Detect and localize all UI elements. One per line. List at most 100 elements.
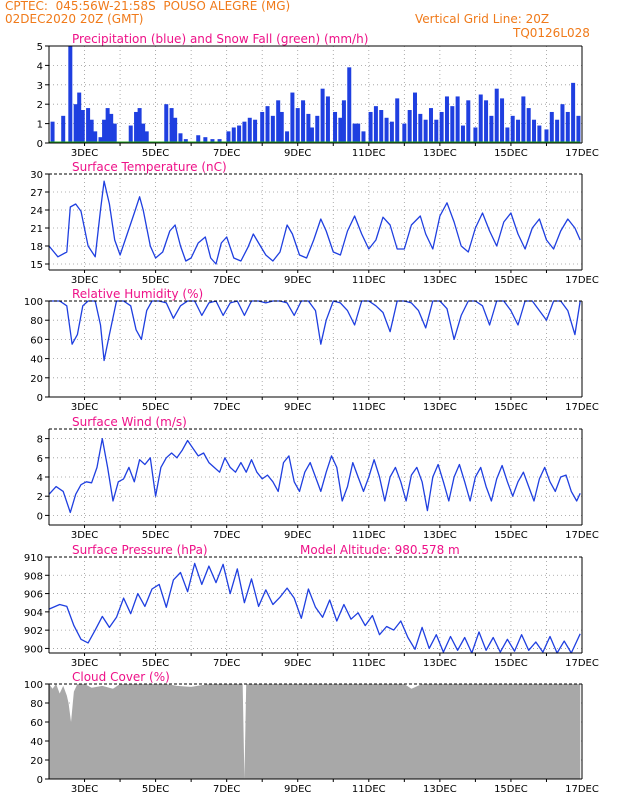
x-tick-label: 7DEC: [213, 148, 240, 159]
precip-bar: [325, 96, 330, 143]
y-tick-label: 2: [37, 492, 43, 503]
y-tick-label: 904: [24, 608, 43, 619]
panel-title: Surface Pressure (hPa): [72, 543, 208, 557]
panel-title: Surface Wind (m/s): [72, 415, 187, 429]
precip-bar: [169, 108, 174, 143]
precip-bar: [466, 100, 471, 143]
x-tick-label: 7DEC: [213, 658, 240, 669]
x-tick-label: 7DEC: [213, 402, 240, 413]
precip-bar: [494, 88, 499, 143]
precip-bar: [384, 117, 389, 143]
x-tick-label: 15DEC: [494, 275, 528, 286]
y-tick-label: 4: [37, 61, 43, 72]
precip-bar: [444, 96, 449, 143]
y-tick-label: 30: [30, 170, 43, 181]
precip-bar: [347, 67, 352, 143]
precip-bar: [128, 125, 133, 143]
x-tick-label: 3DEC: [71, 530, 98, 541]
x-tick-label: 3DEC: [71, 658, 98, 669]
precip-bar: [183, 139, 188, 143]
x-tick-label: 13DEC: [423, 530, 457, 541]
precip-bar: [379, 110, 384, 143]
precip-bar: [373, 106, 378, 143]
y-tick-label: 27: [30, 188, 43, 199]
y-tick-label: 0: [37, 511, 43, 522]
x-tick-label: 13DEC: [423, 784, 457, 795]
precip-bar: [532, 119, 537, 143]
x-tick-label: 15DEC: [494, 530, 528, 541]
x-tick-label: 11DEC: [352, 148, 386, 159]
y-tick-label: 902: [24, 626, 43, 637]
precip-bar: [505, 127, 510, 143]
precip-bar: [237, 125, 242, 143]
x-tick-label: 5DEC: [142, 784, 169, 795]
precip-bar: [526, 108, 531, 143]
y-tick-label: 24: [30, 206, 43, 217]
precip-bar: [86, 108, 91, 143]
precip-bar: [576, 115, 581, 143]
precip-bar: [521, 96, 526, 143]
y-tick-label: 40: [30, 355, 43, 366]
precip-bar: [270, 115, 275, 143]
x-tick-label: 5DEC: [142, 275, 169, 286]
x-tick-label: 11DEC: [352, 784, 386, 795]
x-tick-label: 13DEC: [423, 148, 457, 159]
x-tick-label: 11DEC: [352, 658, 386, 669]
x-tick-label: 11DEC: [352, 402, 386, 413]
y-tick-label: 0: [37, 393, 43, 404]
x-tick-label: 15DEC: [494, 148, 528, 159]
precip-bar: [178, 133, 183, 143]
precip-bar: [144, 131, 149, 143]
precip-bar: [102, 119, 107, 143]
y-tick-label: 20: [30, 756, 43, 767]
precip-bar: [253, 119, 258, 143]
y-tick-label: 5: [37, 42, 43, 53]
precip-bar: [93, 131, 98, 143]
grid-note: Vertical Grid Line: 20Z: [415, 12, 550, 26]
precip-bar: [80, 110, 85, 143]
y-tick-label: 4: [37, 473, 43, 484]
precip-bar: [516, 119, 521, 143]
precip-bar: [571, 82, 576, 143]
precip-bar: [260, 111, 265, 143]
x-tick-label: 13DEC: [423, 275, 457, 286]
header-line-1: CPTEC: 045:56W-21:58S POUSO ALEGRE (MG): [5, 0, 291, 13]
precip-bar: [389, 121, 394, 143]
y-tick-label: 8: [37, 435, 43, 446]
series-line-relative-humidity: [49, 300, 581, 362]
y-tick-label: 40: [30, 737, 43, 748]
precip-bar: [73, 104, 78, 143]
precip-bar: [361, 131, 366, 143]
x-tick-label: 3DEC: [71, 402, 98, 413]
x-tick-label: 7DEC: [213, 275, 240, 286]
precip-bar: [423, 119, 428, 143]
panel-title: Surface Temperature (nC): [72, 160, 227, 174]
x-tick-label: 11DEC: [352, 275, 386, 286]
precip-bar: [231, 127, 236, 143]
precip-bar: [295, 108, 300, 143]
y-tick-label: 900: [24, 644, 43, 655]
y-tick-label: 60: [30, 335, 43, 346]
y-tick-label: 906: [24, 590, 43, 601]
precip-bar: [368, 111, 373, 143]
x-tick-label: 11DEC: [352, 530, 386, 541]
precip-bar: [89, 119, 94, 143]
precip-bar: [418, 113, 423, 143]
precip-bar: [164, 104, 169, 143]
precip-bar: [356, 123, 361, 143]
y-tick-label: 910: [24, 553, 43, 564]
precip-bar: [560, 104, 565, 143]
y-tick-label: 0: [37, 139, 43, 150]
precip-bar: [402, 123, 407, 143]
model-altitude: Model Altitude: 980.578 m: [300, 543, 460, 557]
x-tick-label: 9DEC: [284, 658, 311, 669]
y-tick-label: 80: [30, 699, 43, 710]
precip-bar: [105, 108, 110, 143]
x-tick-label: 17DEC: [565, 148, 599, 159]
x-tick-label: 3DEC: [71, 275, 98, 286]
y-tick-label: 100: [24, 297, 43, 308]
precip-bar: [460, 125, 465, 143]
precip-bar: [352, 123, 357, 143]
x-tick-label: 17DEC: [565, 658, 599, 669]
precip-bar: [196, 135, 201, 143]
